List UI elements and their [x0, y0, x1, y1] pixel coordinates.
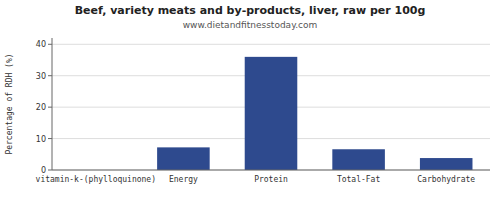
y-tick-label: 40	[36, 40, 46, 49]
x-axis	[52, 170, 490, 171]
bar	[332, 149, 385, 170]
y-tick	[48, 138, 52, 139]
chart: Beef, variety meats and by-products, liv…	[0, 0, 500, 200]
y-axis-label: Percentage of RDH (%)	[5, 53, 14, 154]
grid-line	[52, 170, 490, 171]
y-tick-label: 0	[41, 166, 46, 175]
y-tick-label: 10	[36, 135, 46, 144]
chart-container: Beef, variety meats and by-products, liv…	[0, 0, 500, 200]
y-tick-label: 30	[36, 72, 46, 81]
bar	[245, 57, 298, 170]
y-axis	[52, 38, 53, 170]
y-tick	[48, 75, 52, 76]
grid-line	[52, 44, 490, 45]
x-tick-label: Energy	[169, 175, 198, 184]
y-tick	[48, 44, 52, 45]
x-tick-label: vitamin-k-(phylloquinone)	[36, 175, 156, 184]
x-tick-label: Protein	[254, 175, 288, 184]
y-tick	[48, 170, 52, 171]
bar	[420, 158, 473, 170]
y-tick	[48, 107, 52, 108]
x-tick-label: Total-Fat	[337, 175, 381, 184]
bars	[157, 57, 472, 170]
subtitle: www.dietandfitnesstoday.com	[183, 20, 318, 30]
title: Beef, variety meats and by-products, liv…	[75, 4, 426, 17]
grid	[52, 44, 490, 170]
y-tick-label: 20	[36, 103, 46, 112]
x-tick-label: Carbohydrate	[417, 175, 475, 184]
bar	[157, 147, 210, 170]
